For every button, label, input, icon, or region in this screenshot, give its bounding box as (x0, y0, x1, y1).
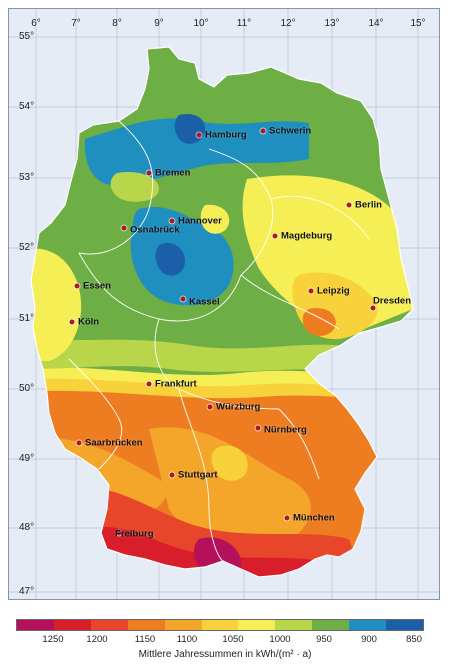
legend-swatch (238, 620, 276, 630)
city-label-schwerin: Schwerin (269, 125, 312, 137)
latitude-label: 55° (19, 31, 35, 42)
city-label-nuernberg: Nürnberg (264, 424, 307, 436)
germany-outline (30, 46, 414, 578)
legend-swatch (201, 620, 239, 630)
longitude-label: 9° (154, 18, 164, 29)
city-dot (207, 404, 213, 410)
city-label-muenchen: München (293, 512, 335, 524)
legend-tick-label: 1250 (42, 634, 64, 645)
city-label-koeln: Köln (78, 316, 100, 328)
longitude-label: 13° (324, 18, 340, 29)
city-dot (76, 440, 82, 446)
latitude-label: 52° (19, 242, 35, 253)
city-label-essen: Essen (83, 280, 111, 292)
legend-swatch (386, 620, 423, 630)
city-label-freiburg: Freiburg (115, 528, 154, 540)
legend-swatch (90, 620, 128, 630)
latitude-label: 53° (19, 172, 35, 183)
latitude-label: 54° (19, 101, 35, 112)
legend-caption: Mittlere Jahressummen in kWh/(m² · a) (138, 649, 312, 660)
legend-tick-label: 850 (406, 634, 422, 645)
longitude-label: 14° (368, 18, 384, 29)
legend-swatch (127, 620, 165, 630)
city-label-hannover: Hannover (178, 215, 222, 227)
legend-swatch (164, 620, 202, 630)
city-dot (116, 530, 122, 536)
state-borders (68, 120, 370, 562)
city-label-dresden: Dresden (373, 295, 412, 307)
solar-irradiation-map: 6° 7° 8° 9° 10° 11° 12° 13° 14° 15° 55° … (8, 8, 440, 600)
city-dot (169, 218, 175, 224)
city-dot (308, 288, 314, 294)
legend-tick-label: 1000 (269, 634, 291, 645)
latitude-label: 51° (19, 313, 35, 324)
city-label-stuttgart: Stuttgart (178, 469, 218, 481)
city-label-magdeburg: Magdeburg (281, 230, 333, 242)
legend-swatch (312, 620, 350, 630)
city-dot (346, 202, 352, 208)
legend-tick-label: 1050 (222, 634, 244, 645)
latitude-label: 49° (19, 453, 35, 464)
legend-swatch (275, 620, 313, 630)
legend-swatch (17, 620, 54, 630)
city-dot (121, 225, 127, 231)
city-label-leipzig: Leipzig (317, 285, 350, 297)
city-dot (284, 515, 290, 521)
longitude-label: 6° (31, 18, 41, 29)
city-label-kassel: Kassel (189, 296, 220, 308)
city-label-osnabrueck: Osnabrück (130, 224, 180, 236)
germany-map-graphic (9, 9, 439, 599)
city-dot (370, 305, 376, 311)
city-dot (69, 319, 75, 325)
legend-tick-label: 1200 (86, 634, 108, 645)
legend-tick-label: 900 (361, 634, 377, 645)
latitude-label: 48° (19, 522, 35, 533)
city-label-hamburg: Hamburg (205, 129, 247, 141)
longitude-label: 12° (280, 18, 296, 29)
longitude-label: 8° (112, 18, 122, 29)
city-dot (196, 132, 202, 138)
city-label-frankfurt: Frankfurt (155, 378, 197, 390)
legend-color-scale (16, 619, 424, 631)
legend-tick-label: 1100 (176, 634, 198, 645)
city-label-bremen: Bremen (155, 167, 191, 179)
city-dot (169, 472, 175, 478)
city-dot (74, 283, 80, 289)
longitude-label: 7° (71, 18, 81, 29)
legend-tick-label: 1150 (134, 634, 156, 645)
latitude-label: 50° (19, 383, 35, 394)
legend-swatch (53, 620, 91, 630)
city-label-berlin: Berlin (355, 199, 382, 211)
city-dot (272, 233, 278, 239)
legend-swatch (349, 620, 387, 630)
legend-tick-label: 950 (316, 634, 332, 645)
city-dot (255, 425, 261, 431)
longitude-label: 11° (236, 18, 252, 29)
city-label-wuerzburg: Würzburg (216, 401, 261, 413)
city-dot (260, 128, 266, 134)
latitude-label: 47° (19, 586, 35, 597)
city-dot (180, 296, 186, 302)
city-dot (146, 170, 152, 176)
longitude-label: 10° (193, 18, 209, 29)
city-label-saarbruecken: Saarbrücken (85, 437, 143, 449)
longitude-label: 15° (410, 18, 426, 29)
city-dot (146, 381, 152, 387)
